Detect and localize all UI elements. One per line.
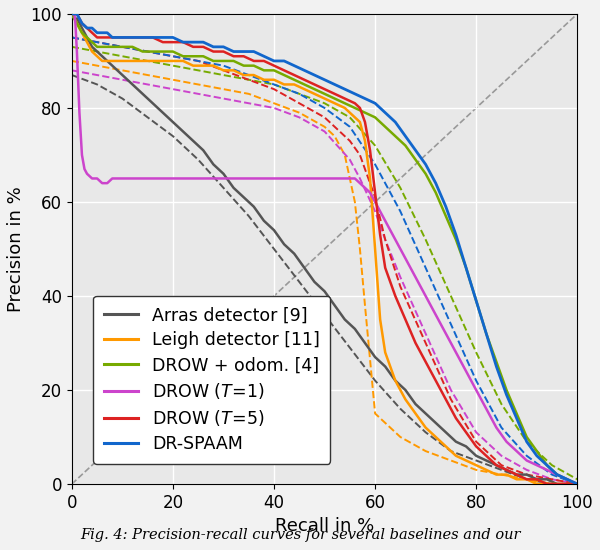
Text: Fig. 4: Precision-recall curves for several baselines and our: Fig. 4: Precision-recall curves for seve… [80,528,520,542]
X-axis label: Recall in %: Recall in % [275,518,374,535]
Y-axis label: Precision in %: Precision in % [7,186,25,312]
Legend: Arras detector [9], Leigh detector [11], DROW + odom. [4], DROW ($T\!=\!1$), DRO: Arras detector [9], Leigh detector [11],… [93,296,331,464]
